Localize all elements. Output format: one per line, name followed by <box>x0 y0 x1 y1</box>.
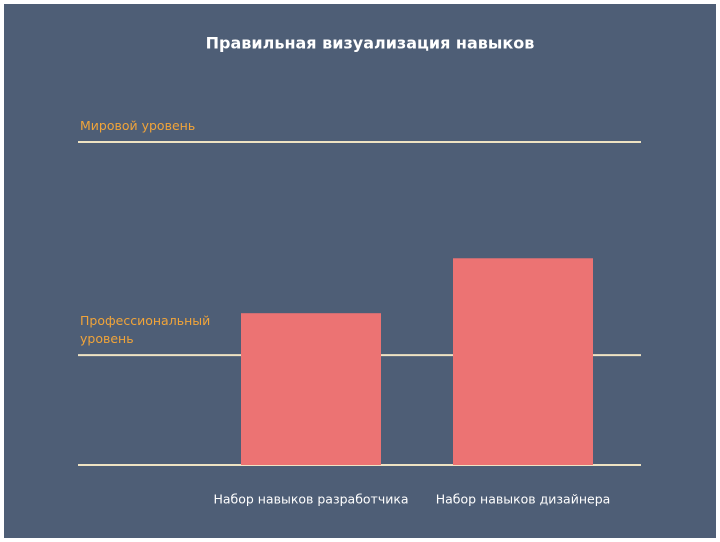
bar <box>453 258 593 465</box>
x-tick-label: Набор навыков разработчика <box>213 492 408 507</box>
bar <box>241 313 381 465</box>
x-tick-label: Набор навыков дизайнера <box>436 492 611 507</box>
chart-title: Правильная визуализация навыков <box>206 34 535 53</box>
reference-label: Мировой уровень <box>80 118 196 133</box>
reference-label: Профессиональный уровень <box>80 313 211 347</box>
